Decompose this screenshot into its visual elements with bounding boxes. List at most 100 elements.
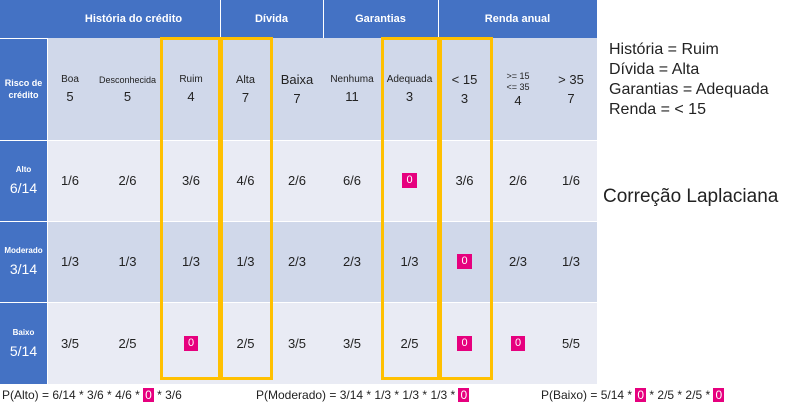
table-cell: 2/6 [93,140,162,221]
group-historia: História do crédito [47,0,220,38]
zero-badge: 0 [183,335,199,351]
col-label: > 35 [558,72,584,87]
cell-value: 2/3 [342,254,362,269]
row-label-baixo: Baixo 5/14 [0,302,47,384]
table-cell: 3/5 [323,302,381,384]
table-cell: 1/6 [47,140,93,221]
col-count: 7 [241,89,250,105]
zero-badge: 0 [143,388,154,402]
cell-value: 3/5 [342,335,362,351]
table-cell: 3/5 [47,302,93,384]
separator [0,302,597,303]
risk-name: Baixo [12,327,35,337]
cell-value: 2/5 [236,335,255,351]
separator [0,140,597,141]
zero-badge: 0 [458,388,470,402]
table-cell: 5/5 [545,302,597,384]
cell-value: 6/6 [342,173,362,188]
col-header-baixa: Baixa 7 [271,38,323,140]
col-header-desconhecida: Desconhecida 5 [93,38,162,140]
col-header-boa: Boa 5 [47,38,93,140]
col-count: 3 [405,89,414,104]
table-cell: 2/5 [381,302,438,384]
col-header-ruim: Ruim 4 [162,38,220,140]
col-count: 4 [514,92,522,108]
cell-value: 2/6 [287,173,307,188]
table-cell: 2/6 [491,140,545,221]
cell-value: 5/5 [561,335,581,351]
corner-header [0,0,47,38]
cell-value: 1/3 [561,254,581,269]
zero-badge: 0 [402,173,417,188]
zero-badge: 0 [457,254,472,269]
cell-value: 3/6 [455,173,474,188]
table-cell: 0 [381,140,438,221]
formula-text: * 2/5 * 2/5 * [646,388,714,402]
col-header-gt35: > 35 7 [545,38,597,140]
table-cell: 2/3 [271,221,323,302]
col-count: 5 [66,89,74,104]
zero-badge: 0 [457,335,472,351]
cell-value: 2/5 [118,335,137,351]
col-header-nenhuma: Nenhuma 11 [323,38,381,140]
col-header-lt15: < 15 3 [438,38,491,140]
col-label: Ruim [179,74,203,85]
table-cell: 3/6 [162,140,220,221]
separator [47,38,48,384]
condition-historia: História = Ruim [609,41,719,58]
zero-badge: 0 [713,388,725,402]
separator [438,0,439,38]
formula-alto: P(Alto) = 6/14 * 3/6 * 4/6 * 0 * 3/6 [2,388,182,402]
col-header-adequada: Adequada 3 [381,38,438,140]
col-count: 7 [567,91,575,106]
risk-header: Risco de crédito [0,38,47,140]
zero-badge: 0 [635,388,647,402]
formula-text: P(Moderado) = 3/14 * 1/3 * 1/3 * 1/3 * [256,388,459,402]
col-count: 4 [187,89,195,104]
col-label: < 15 [451,72,478,87]
col-header-15-35: >= 15 <= 35 4 [491,38,545,140]
col-label: Baixa [280,72,314,87]
col-count: 3 [460,91,469,106]
cell-value: 1/6 [561,173,581,188]
cell-value: 2/3 [287,254,307,269]
table-cell: 1/3 [381,221,438,302]
table-cell: 2/3 [323,221,381,302]
col-count: 5 [123,88,132,104]
group-divida: Dívida [220,0,323,38]
cell-value: 3/5 [287,335,307,351]
table-cell: 2/3 [491,221,545,302]
col-count: 7 [293,91,301,106]
highlight-adequada [381,37,440,380]
col-label: Desconhecida [98,74,157,85]
risk-prior: 5/14 [9,342,38,359]
col-label: Alta [236,73,255,86]
highlight-ruim [160,37,221,380]
cell-value: 2/5 [400,335,419,351]
formula-text: P(Alto) = 6/14 * 3/6 * 4/6 * [2,388,144,402]
table-cell: 1/6 [545,140,597,221]
laplace-correction-label: Correção Laplaciana [603,186,779,207]
condition-divida: Dívida = Alta [609,61,700,78]
highlight-alta [220,37,273,380]
table-cell: 3/5 [271,302,323,384]
table-cell: 2/6 [271,140,323,221]
separator [0,38,47,39]
risk-name: Moderado [4,246,43,255]
table-cell: 6/6 [323,140,381,221]
table-cell: 3/6 [438,140,491,221]
table-cell: 0 [438,221,491,302]
risk-name: Alto [15,165,32,174]
table-cell: 1/3 [93,221,162,302]
table-cell: 0 [162,302,220,384]
separator [220,0,221,38]
cell-value: 4/6 [236,173,255,188]
cell-value: 1/6 [60,173,80,188]
cell-value: 1/3 [60,254,80,269]
formula-moderado: P(Moderado) = 3/14 * 1/3 * 1/3 * 1/3 * 0 [256,388,470,402]
table-cell: 2/5 [220,302,271,384]
cell-value: 2/6 [118,173,137,188]
cell-value: 1/3 [181,254,201,269]
cell-value: 1/3 [118,254,137,269]
col-header-alta: Alta 7 [220,38,271,140]
